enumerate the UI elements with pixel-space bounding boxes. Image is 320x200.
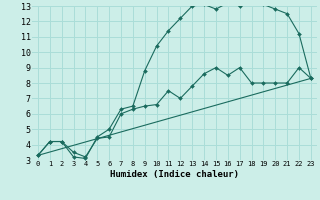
X-axis label: Humidex (Indice chaleur): Humidex (Indice chaleur) [110,170,239,179]
